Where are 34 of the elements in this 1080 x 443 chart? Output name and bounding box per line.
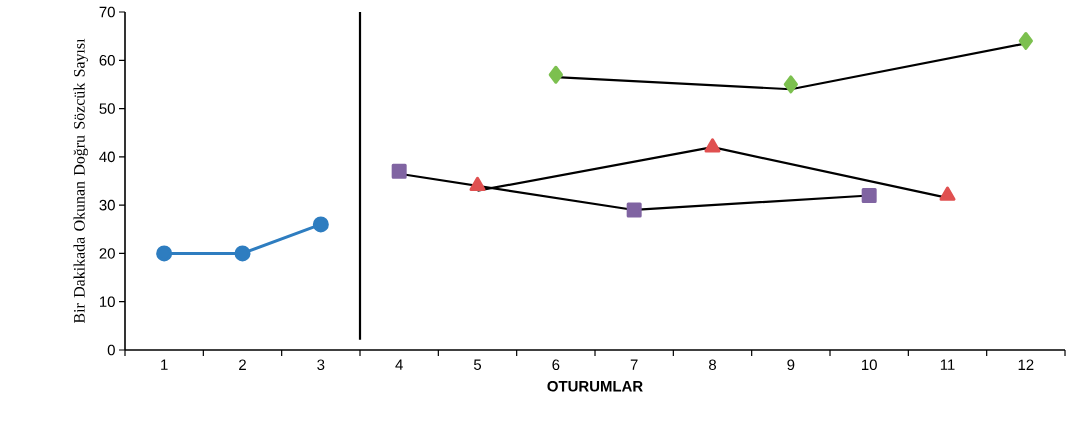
x-tick-label: 7 (630, 359, 638, 370)
y-tick-label: 40 (99, 151, 115, 163)
y-tick-label: 50 (99, 103, 115, 114)
y-tick-label: 60 (99, 54, 115, 66)
y-tick-label: 70 (99, 6, 115, 18)
y-axis-title: Bir Dakikada Okunan Doğru Sözcük Sayısı (73, 38, 89, 324)
point (626, 202, 642, 218)
x-tick-label: 10 (862, 359, 877, 371)
x-tick-label: 4 (395, 359, 403, 370)
point (391, 163, 407, 179)
point (469, 176, 486, 192)
x-tick-label: 9 (787, 359, 795, 371)
x-tick-label: 8 (709, 359, 717, 371)
x-tick-label: 12 (1018, 359, 1034, 370)
x-tick-label: 1 (161, 359, 168, 370)
x-tick-label: 11 (940, 359, 955, 370)
point (861, 187, 877, 203)
x-tick-label: 5 (473, 359, 482, 370)
x-axis-title: OTURUMLAR (547, 380, 643, 392)
x-tick-label: 2 (239, 359, 246, 370)
x-tick-label: 6 (552, 359, 560, 371)
point (312, 216, 329, 233)
point (704, 138, 721, 153)
y-tick-label: 10 (100, 296, 115, 307)
y-tick-label: 30 (99, 199, 115, 211)
point (234, 245, 251, 262)
point (156, 245, 173, 262)
point (939, 186, 956, 201)
y-tick-label: 0 (107, 344, 115, 356)
point (1018, 31, 1033, 50)
point (548, 65, 563, 84)
point (783, 75, 798, 94)
x-tick-label: 3 (317, 359, 325, 371)
y-tick-label: 20 (99, 248, 115, 259)
